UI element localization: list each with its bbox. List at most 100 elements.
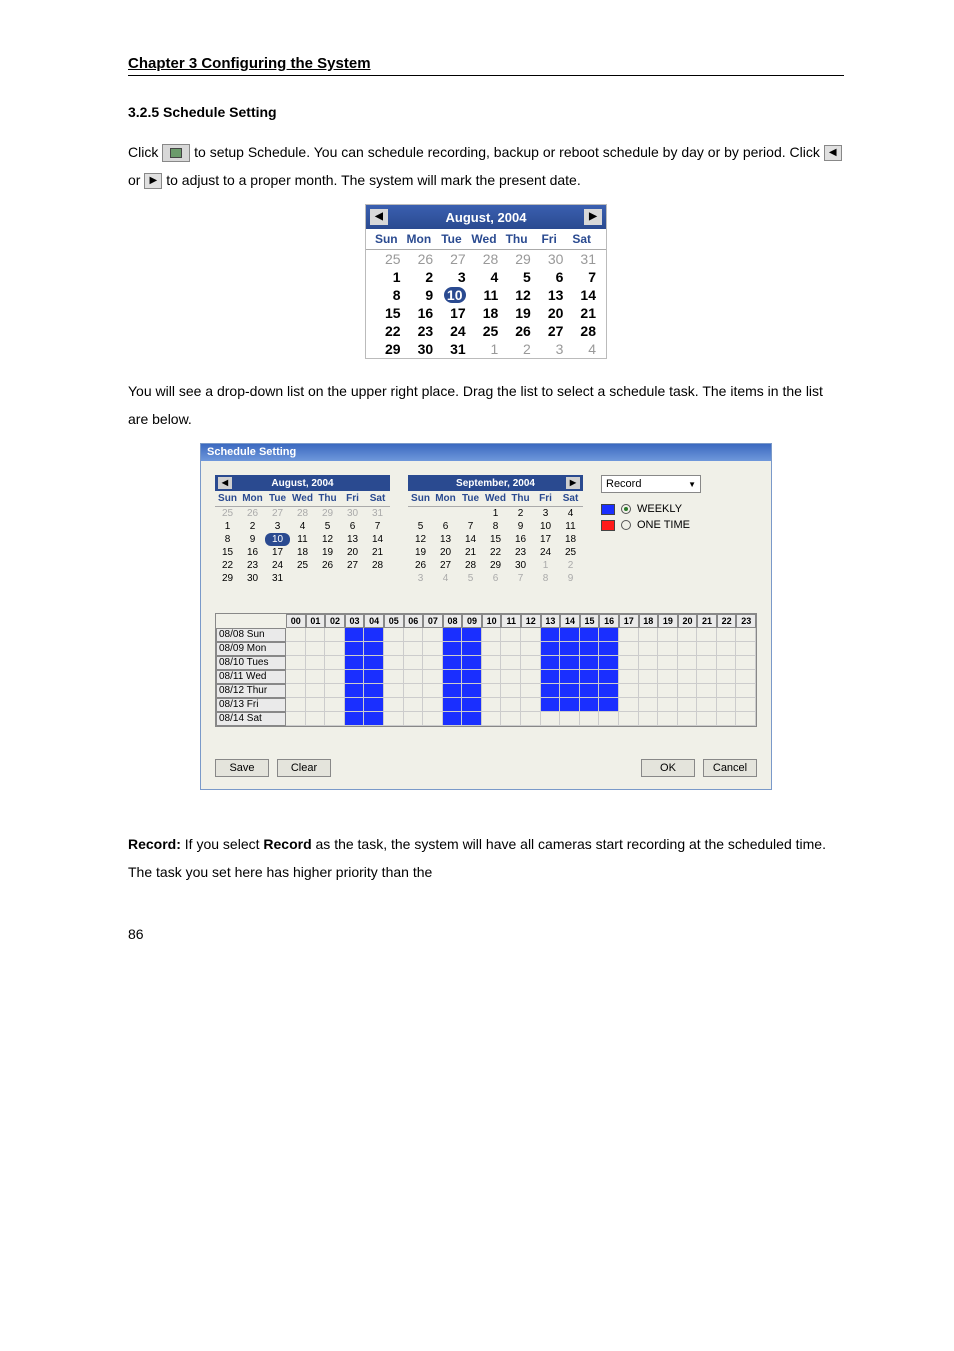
calendar-day-cell[interactable]: 5 [315,520,340,533]
hour-cell[interactable] [560,684,580,698]
calendar-day-cell[interactable]: 9 [508,520,533,533]
prev-month-button[interactable]: ◀ [370,209,388,225]
hour-cell[interactable] [384,712,404,726]
hour-cell[interactable] [462,642,482,656]
hour-cell[interactable] [639,684,659,698]
calendar-day-cell[interactable]: 30 [508,559,533,572]
calendar-day-cell[interactable]: 7 [458,520,483,533]
calendar-day-cell[interactable]: 3 [533,507,558,520]
hour-cell[interactable] [639,656,659,670]
hour-cell[interactable] [423,656,443,670]
hour-cell[interactable] [639,642,659,656]
calendar-day-cell[interactable]: 29 [372,340,405,358]
hour-cell[interactable] [384,656,404,670]
calendar-day-cell[interactable]: 23 [240,559,265,572]
calendar-day-cell[interactable]: 11 [290,533,315,546]
hour-cell[interactable] [541,642,561,656]
calendar-day-cell[interactable]: 9 [240,533,265,546]
hour-cell[interactable] [521,628,541,642]
calendar-day-cell[interactable]: 14 [365,533,390,546]
calendar-day-cell[interactable]: 5 [458,572,483,585]
hour-cell[interactable] [443,670,463,684]
hour-cell[interactable] [541,628,561,642]
hour-cell[interactable] [678,670,698,684]
calendar-day-cell[interactable]: 1 [533,559,558,572]
calendar-day-cell[interactable]: 18 [558,533,583,546]
calendar-day-cell[interactable]: 9 [405,286,438,304]
calendar-day-cell[interactable]: 4 [558,507,583,520]
calendar-day-cell[interactable]: 14 [458,533,483,546]
hour-cell[interactable] [364,628,384,642]
calendar-day-cell[interactable]: 1 [215,520,240,533]
hour-cell[interactable] [717,628,737,642]
hour-cell[interactable] [560,712,580,726]
hour-cell[interactable] [521,670,541,684]
onetime-radio[interactable] [621,520,631,530]
hour-cell[interactable] [501,656,521,670]
calendar-day-cell[interactable]: 8 [372,286,405,304]
calendar-day-cell[interactable]: 25 [372,250,405,268]
hour-cell[interactable] [325,712,345,726]
hour-cell[interactable] [345,642,365,656]
calendar-day-cell[interactable]: 3 [408,572,433,585]
calendar-day-cell[interactable]: 6 [535,268,568,286]
hour-cell[interactable] [580,670,600,684]
hour-cell[interactable] [521,712,541,726]
hour-cell[interactable] [658,642,678,656]
hour-cell[interactable] [521,656,541,670]
calendar-day-cell[interactable]: 2 [558,559,583,572]
hour-cell[interactable] [443,698,463,712]
calendar-day-cell[interactable]: 3 [437,268,470,286]
hour-cell[interactable] [443,628,463,642]
calendar-day-cell[interactable] [340,572,365,585]
cancel-button[interactable]: Cancel [703,759,757,777]
hour-cell[interactable] [560,698,580,712]
calendar-day-cell[interactable]: 13 [340,533,365,546]
calendar-day-cell[interactable]: 23 [405,322,438,340]
hour-cell[interactable] [736,670,756,684]
save-button[interactable]: Save [215,759,269,777]
hour-cell[interactable] [462,628,482,642]
hour-cell[interactable] [345,670,365,684]
hour-cell[interactable] [619,684,639,698]
hour-cell[interactable] [541,670,561,684]
hour-cell[interactable] [482,712,502,726]
hour-cell[interactable] [384,684,404,698]
calendar-day-cell[interactable]: 16 [240,546,265,559]
hour-cell[interactable] [345,698,365,712]
calendar-day-cell[interactable]: 21 [365,546,390,559]
hour-cell[interactable] [541,684,561,698]
hour-cell[interactable] [286,712,306,726]
calendar-day-cell[interactable]: 7 [365,520,390,533]
hour-cell[interactable] [658,712,678,726]
hour-cell[interactable] [599,628,619,642]
hour-cell[interactable] [364,698,384,712]
hour-cell[interactable] [306,670,326,684]
calendar-day-cell[interactable]: 29 [315,507,340,520]
hour-cell[interactable] [306,642,326,656]
hour-cell[interactable] [404,642,424,656]
hour-cell[interactable] [639,670,659,684]
calendar-day-cell[interactable]: 28 [365,559,390,572]
hour-cell[interactable] [580,642,600,656]
hour-cell[interactable] [599,642,619,656]
hour-cell[interactable] [678,628,698,642]
hour-cell[interactable] [462,670,482,684]
calendar-day-cell[interactable]: 26 [502,322,535,340]
hour-cell[interactable] [736,628,756,642]
hour-cell[interactable] [384,628,404,642]
calendar-day-cell[interactable]: 15 [372,304,405,322]
calendar-day-cell[interactable]: 31 [265,572,290,585]
hour-cell[interactable] [560,628,580,642]
prev-month-button[interactable]: ◀ [218,477,232,489]
hour-cell[interactable] [599,712,619,726]
calendar-day-cell[interactable]: 13 [433,533,458,546]
calendar-day-cell[interactable]: 20 [535,304,568,322]
calendar-day-cell[interactable]: 19 [502,304,535,322]
hour-cell[interactable] [423,670,443,684]
hour-cell[interactable] [404,628,424,642]
calendar-day-cell[interactable]: 8 [215,533,240,546]
calendar-day-cell[interactable]: 21 [458,546,483,559]
calendar-day-cell[interactable]: 4 [567,340,600,358]
hour-cell[interactable] [306,684,326,698]
